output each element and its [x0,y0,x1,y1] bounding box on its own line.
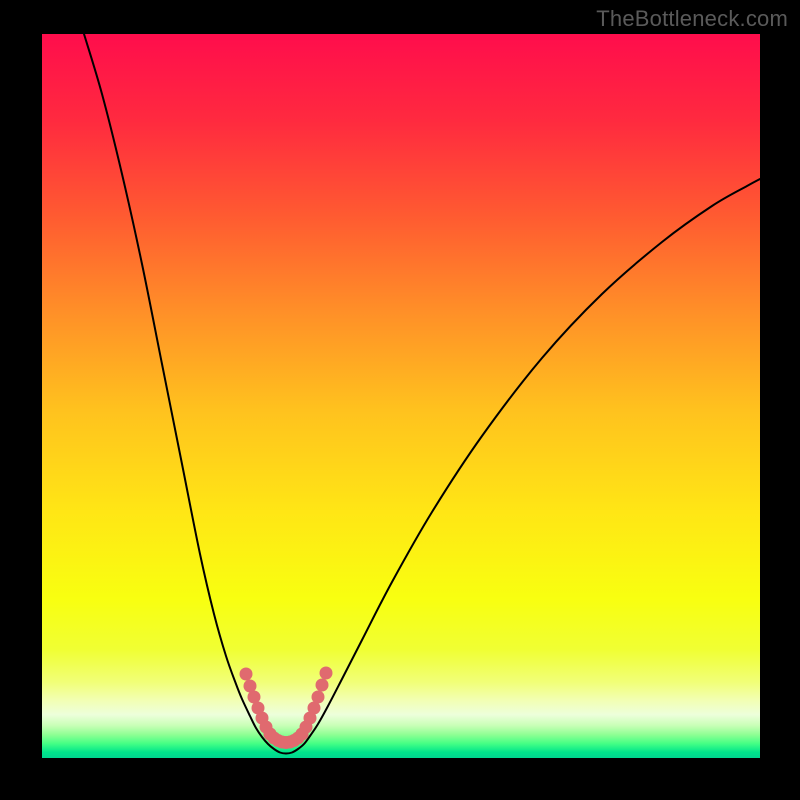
bottleneck-curve [84,34,760,754]
chart-frame: TheBottleneck.com [0,0,800,800]
plot-area [42,34,760,758]
highlight-u-region [240,667,333,750]
curve-layer [42,34,760,758]
watermark-text: TheBottleneck.com [596,6,788,32]
